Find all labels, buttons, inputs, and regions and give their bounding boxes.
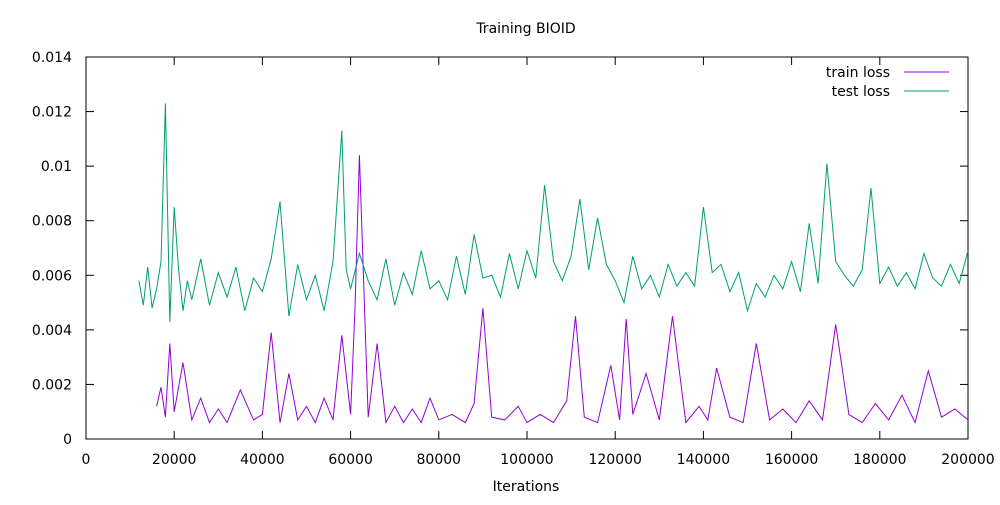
y-tick-label: 0 <box>63 432 72 448</box>
legend-label-train-loss: train loss <box>826 65 890 81</box>
y-tick-label: 0.014 <box>32 50 72 66</box>
x-tick-label: 120000 <box>588 452 641 468</box>
legend: train loss test loss <box>826 65 949 100</box>
x-tick-label: 0 <box>82 452 91 468</box>
y-tick-label: 0.006 <box>32 268 72 284</box>
legend-label-test-loss: test loss <box>832 84 890 100</box>
plot-border <box>85 56 969 440</box>
x-tick-label: 60000 <box>328 452 373 468</box>
x-tick-label: 200000 <box>941 452 994 468</box>
series-line-train-loss <box>156 155 969 425</box>
y-tick-label: 0.01 <box>41 159 72 175</box>
chart-title: Training BIOID <box>475 21 575 37</box>
y-tick-label: 0.002 <box>32 377 72 393</box>
y-tick-label: 0.004 <box>32 323 72 339</box>
y-tick-label: 0.008 <box>32 214 72 230</box>
x-tick-label: 180000 <box>853 452 906 468</box>
y-axis: 0 0.002 0.004 0.006 0.008 0.01 0.012 0.014 <box>32 50 968 448</box>
series-layer <box>138 103 969 425</box>
x-tick-label: 160000 <box>765 452 818 468</box>
x-tick-label: 140000 <box>677 452 730 468</box>
series-line-test-loss <box>138 103 969 322</box>
x-tick-label: 20000 <box>152 452 197 468</box>
x-axis: 0 20000 40000 60000 80000 100000 120000 140000 1… <box>82 57 995 468</box>
y-tick-label: 0.012 <box>32 105 72 121</box>
x-tick-label: 80000 <box>417 452 462 468</box>
x-tick-label: 100000 <box>500 452 553 468</box>
x-axis-label: Iterations <box>493 479 560 495</box>
x-tick-label: 40000 <box>240 452 285 468</box>
